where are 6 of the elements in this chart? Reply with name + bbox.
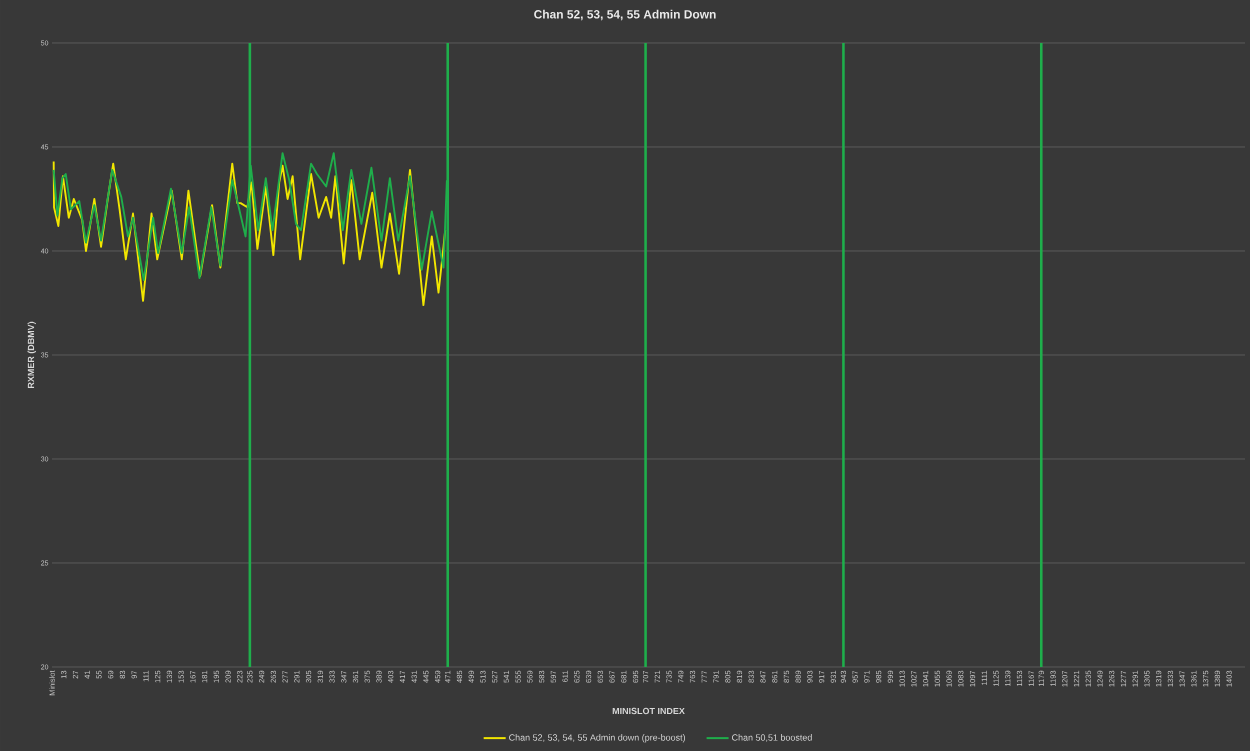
chart-title: Chan 52, 53, 54, 55 Admin Down bbox=[534, 9, 716, 21]
x-axis-title: MINISLOT INDEX bbox=[612, 707, 685, 715]
legend-label: Chan 50,51 boosted bbox=[732, 734, 812, 742]
y-axis-title: RXMER (DBMV) bbox=[27, 321, 36, 389]
line-series bbox=[52, 160, 447, 307]
legend-label: Chan 52, 53, 54, 55 Admin down (pre-boost) bbox=[509, 734, 686, 743]
